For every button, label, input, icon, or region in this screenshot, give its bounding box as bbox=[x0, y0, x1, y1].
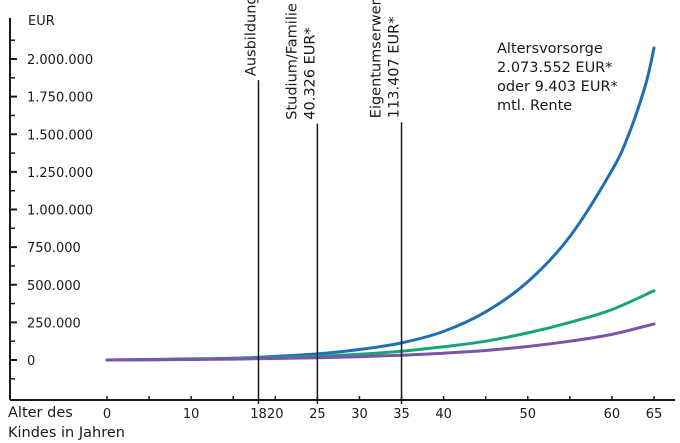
y-tick-label: 750.000 bbox=[27, 241, 81, 256]
end-annotation-line-3: oder 9.403 EUR* bbox=[497, 79, 618, 95]
x-tick-label: 20 bbox=[267, 407, 284, 422]
x-tick-label: 50 bbox=[519, 407, 536, 422]
y-tick-label: 500.000 bbox=[27, 279, 81, 294]
end-annotation-line-2: 2.073.552 EUR* bbox=[497, 60, 613, 76]
marker-label-2-line1: Studium/Familie bbox=[284, 3, 300, 120]
x-tick-label: 30 bbox=[351, 407, 368, 422]
marker-label-3-line1: Eigentumserwerb bbox=[369, 0, 385, 118]
x-tick-label: 10 bbox=[183, 407, 200, 422]
y-tick-label: 250.000 bbox=[27, 316, 81, 331]
x-tick-label: 25 bbox=[309, 407, 326, 422]
series-line-2 bbox=[105, 289, 656, 362]
x-tick-label: 0 bbox=[103, 407, 111, 422]
y-tick-label: 0 bbox=[27, 354, 35, 369]
series-line-3 bbox=[105, 322, 656, 362]
x-axis-label-line1: Alter des bbox=[8, 405, 73, 421]
y-tick-label: 2.000.000 bbox=[27, 53, 93, 68]
y-tick-label: 1.500.000 bbox=[27, 128, 93, 143]
x-axis: 0 10 18 20 25 30 35 40 50 60 65 bbox=[10, 396, 675, 422]
marker-label-3-line2: 113.407 EUR* bbox=[387, 17, 403, 119]
x-tick-label: 18 bbox=[250, 407, 267, 422]
marker-label-2-line2: 40.326 EUR* bbox=[302, 27, 318, 119]
y-tick-label: 1.250.000 bbox=[27, 166, 93, 181]
y-axis: 0 250.000 500.000 750.000 1.000.000 1.250.000… bbox=[9, 18, 93, 400]
end-annotation: Altersvorsorge 2.073.552 EUR* oder 9.403 E… bbox=[497, 41, 618, 114]
marker-layer: Ausbildung 18.061 EUR* Studium/Familie40.… bbox=[243, 0, 403, 404]
x-axis-label-line2: Kindes in Jahren bbox=[8, 425, 125, 441]
end-annotation-line-4: mtl. Rente bbox=[497, 98, 572, 114]
y-tick-label: 1.750.000 bbox=[27, 91, 93, 106]
marker-label-1-line1: Ausbildung 18.061 EUR* bbox=[243, 0, 259, 76]
end-annotation-line-1: Altersvorsorge bbox=[497, 41, 603, 57]
y-unit-label: EUR bbox=[28, 14, 55, 29]
x-tick-label: 40 bbox=[435, 407, 452, 422]
x-tick-label: 60 bbox=[604, 407, 621, 422]
y-tick-label: 1.000.000 bbox=[27, 204, 93, 219]
x-tick-label: 65 bbox=[646, 407, 663, 422]
x-tick-label: 35 bbox=[393, 407, 410, 422]
